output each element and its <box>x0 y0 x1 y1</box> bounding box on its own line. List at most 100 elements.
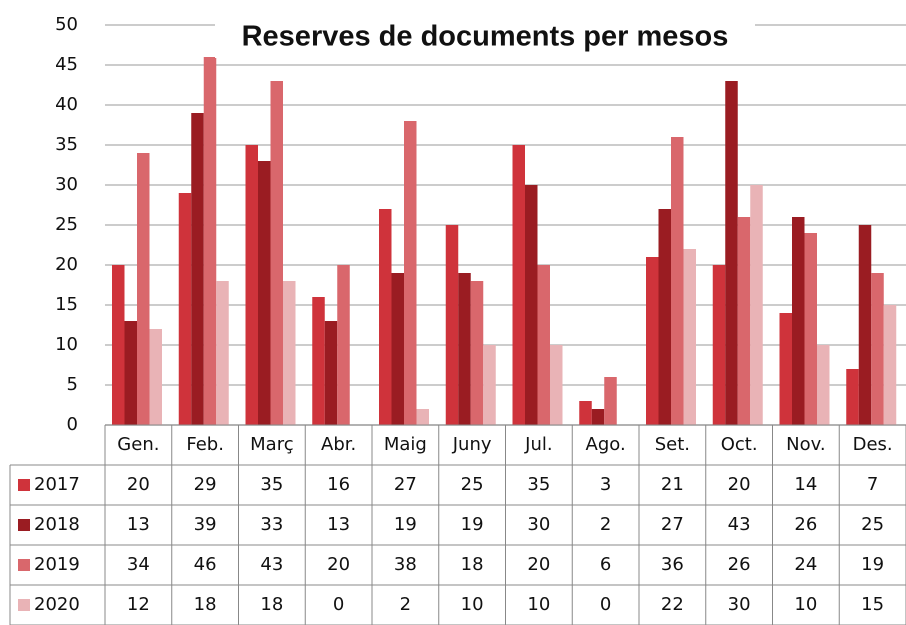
bar <box>712 265 726 425</box>
bar <box>683 249 696 425</box>
bar <box>404 121 417 425</box>
y-tick-label: 35 <box>55 134 78 155</box>
bar <box>579 401 592 425</box>
table-value: 14 <box>794 474 817 495</box>
table-value: 20 <box>327 554 350 575</box>
bar <box>817 345 830 425</box>
table-value: 35 <box>527 474 550 495</box>
bar <box>112 265 125 425</box>
legend-label: 2017 <box>34 474 80 495</box>
table-value: 18 <box>260 594 283 615</box>
legend-label: 2019 <box>34 554 80 575</box>
table-value: 10 <box>461 594 484 615</box>
table-value: 18 <box>461 554 484 575</box>
bar <box>792 217 805 425</box>
bar <box>804 233 817 425</box>
bar <box>416 409 429 425</box>
table-value: 35 <box>260 474 283 495</box>
table-value: 27 <box>394 474 417 495</box>
table-value: 36 <box>661 554 684 575</box>
bar <box>537 265 550 425</box>
table-value: 19 <box>461 514 484 535</box>
bar <box>137 153 150 425</box>
y-tick-label: 0 <box>67 414 78 435</box>
table-value: 33 <box>260 514 283 535</box>
bars <box>112 57 897 425</box>
table-value: 43 <box>260 554 283 575</box>
x-tick-label: Juny <box>452 434 492 455</box>
legend-swatch <box>18 559 30 571</box>
table-value: 26 <box>728 554 751 575</box>
title-background <box>215 18 755 58</box>
x-tick-label: Oct. <box>721 434 758 455</box>
bar <box>550 345 563 425</box>
table-value: 6 <box>600 554 611 575</box>
bar <box>270 81 283 425</box>
bar <box>858 225 872 425</box>
x-tick-label: Feb. <box>186 434 224 455</box>
bar <box>216 281 229 425</box>
table-value: 10 <box>527 594 550 615</box>
data-table: Gen. Feb. Març Abr. Maig Juny Jul. Ago. Set. Oct.… <box>9 424 906 625</box>
table-value: 18 <box>194 594 217 615</box>
table-value: 25 <box>461 474 484 495</box>
table-value: 20 <box>127 474 150 495</box>
table-value: 0 <box>600 594 611 615</box>
bar <box>779 313 792 425</box>
bar <box>737 217 751 425</box>
legend-label: 2020 <box>34 594 80 615</box>
x-tick-label: Maig <box>384 434 427 455</box>
table-value: 15 <box>861 594 884 615</box>
y-tick-label: 10 <box>55 334 78 355</box>
bar <box>512 145 525 425</box>
x-tick-label: Ago. <box>586 434 626 455</box>
table-value: 13 <box>127 514 150 535</box>
bar <box>245 145 258 425</box>
bar <box>178 193 192 425</box>
table-value: 2 <box>400 594 411 615</box>
x-tick-label: Set. <box>655 434 690 455</box>
chart-title: Reserves de documents per mesos <box>242 21 729 53</box>
bar <box>671 137 684 425</box>
bar <box>458 273 471 425</box>
table-value: 13 <box>327 514 350 535</box>
table-value: 21 <box>661 474 684 495</box>
table-value: 34 <box>127 554 150 575</box>
bar <box>646 257 659 425</box>
table-value: 39 <box>194 514 217 535</box>
x-tick-label: Març <box>250 434 293 455</box>
x-tick-label: Jul. <box>524 434 552 455</box>
table-value: 7 <box>867 474 878 495</box>
y-tick-label: 40 <box>55 94 78 115</box>
bar <box>149 329 162 425</box>
x-tick-label: Gen. <box>117 434 159 455</box>
bar <box>337 265 350 425</box>
legend-swatch <box>18 519 30 531</box>
bar <box>324 321 338 425</box>
bar <box>591 409 605 425</box>
bar <box>658 209 671 425</box>
table-value: 43 <box>728 514 751 535</box>
table-value: 12 <box>127 594 150 615</box>
table-value: 38 <box>394 554 417 575</box>
table-value: 20 <box>527 554 550 575</box>
y-tick-label: 50 <box>55 14 78 35</box>
bar <box>258 161 271 425</box>
table-value: 24 <box>794 554 817 575</box>
bar <box>525 185 538 425</box>
table-value: 22 <box>661 594 684 615</box>
y-tick-label: 45 <box>55 54 78 75</box>
bar <box>846 369 859 425</box>
table-value: 27 <box>661 514 684 535</box>
bar <box>470 281 484 425</box>
bar <box>750 185 763 425</box>
table-value: 30 <box>527 514 550 535</box>
table-value: 19 <box>861 554 884 575</box>
bar <box>379 209 392 425</box>
table-value: 30 <box>728 594 751 615</box>
bar <box>124 321 137 425</box>
y-tick-label: 20 <box>55 254 78 275</box>
table-value: 26 <box>794 514 817 535</box>
y-tick-label: 25 <box>55 214 78 235</box>
